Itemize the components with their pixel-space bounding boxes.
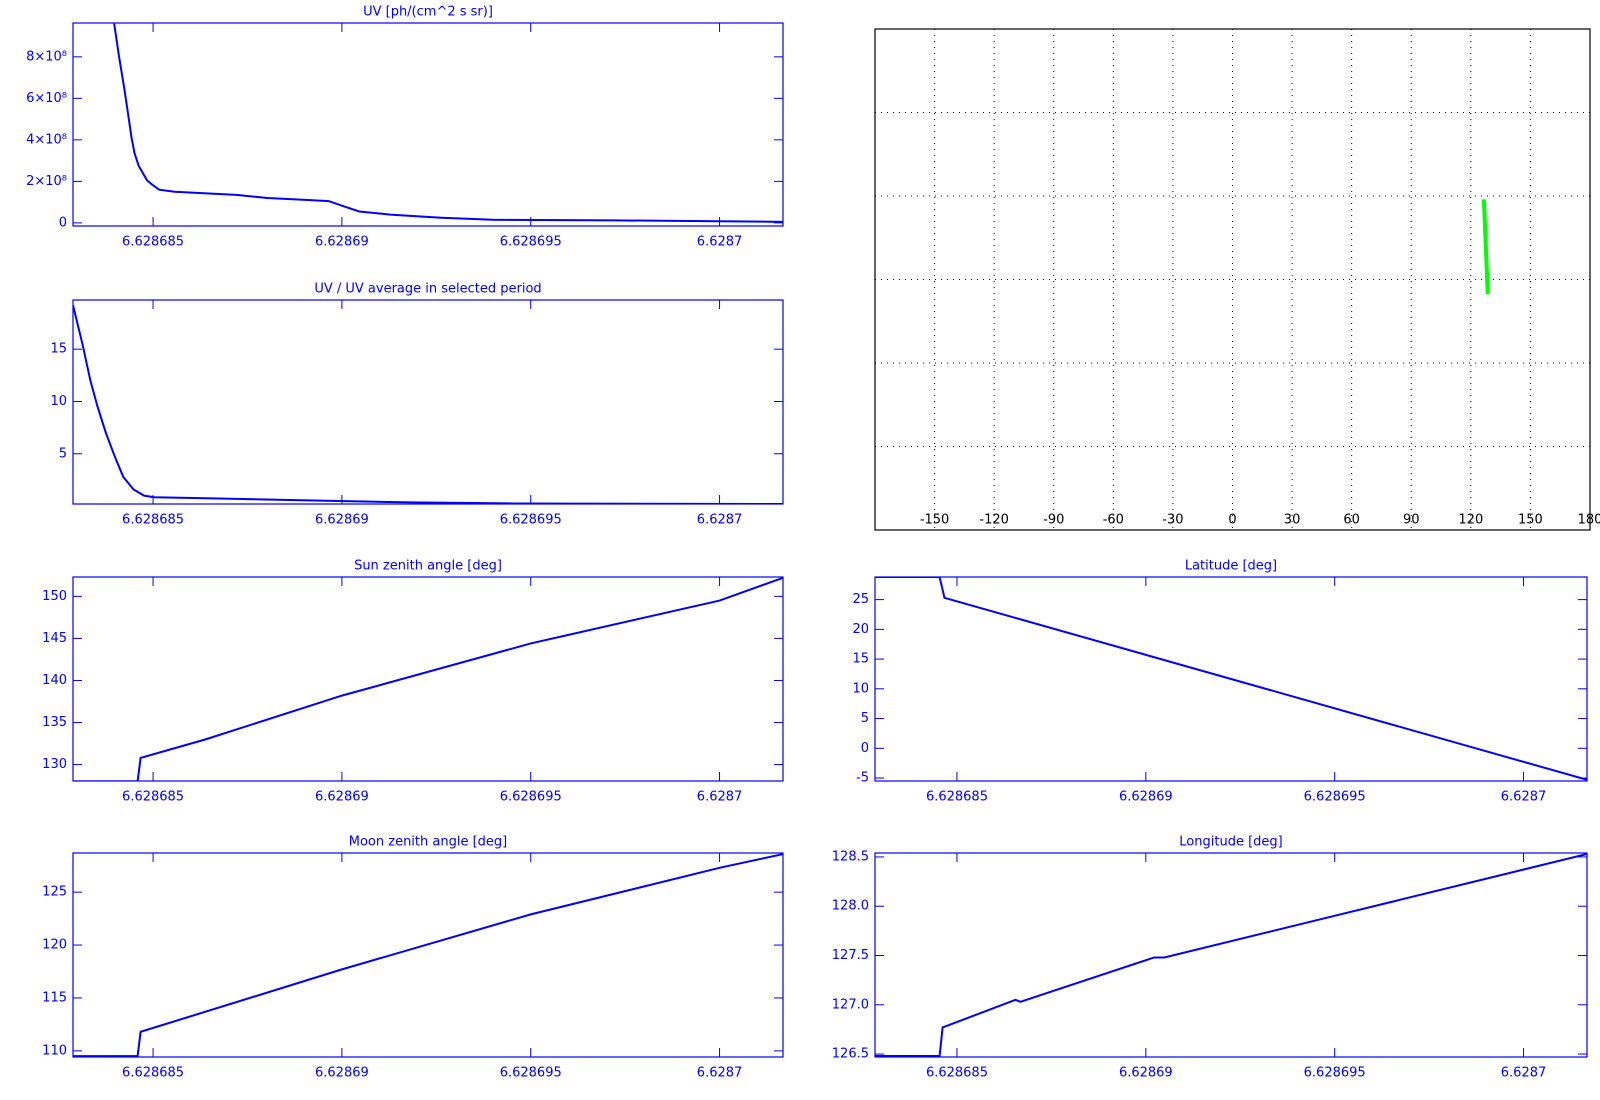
plot-frame: [72, 852, 784, 1058]
x-tick-label: 6.628685: [122, 1066, 184, 1081]
x-tick-label: 6.6287: [697, 235, 743, 250]
x-tick-label: 6.628695: [500, 235, 562, 250]
coastline: [1072, 252, 1163, 433]
x-tick-label: 6.6287: [697, 790, 743, 805]
data-line: [73, 853, 783, 1057]
y-tick-label: 10: [852, 681, 869, 696]
coastline: [875, 455, 1590, 494]
y-tick-label: 128.0: [832, 899, 869, 914]
x-tick-label: 6.628695: [500, 790, 562, 805]
y-tick-label: 127.5: [832, 948, 869, 963]
x-tick-label: 6.62869: [1119, 790, 1173, 805]
y-tick-label: 8×10⁸: [26, 49, 67, 64]
y-tick-label: 125: [42, 885, 67, 900]
y-tick-label: 10: [50, 394, 67, 409]
x-tick-label: 6.62869: [315, 790, 369, 805]
y-tick-label: 145: [42, 631, 67, 646]
x-tick-label: 6.628685: [122, 513, 184, 528]
chart-title: UV / UV average in selected period: [314, 282, 541, 297]
x-tick-label: 30: [1284, 513, 1301, 528]
coastline: [1421, 229, 1586, 407]
x-tick-label: 120: [1458, 513, 1483, 528]
y-tick-label: 0: [861, 741, 869, 756]
x-tick-label: 6.628685: [122, 235, 184, 250]
coastline: [1199, 177, 1336, 377]
y-tick-label: 130: [42, 757, 67, 772]
data-line: [113, 23, 783, 223]
y-tick-label: 25: [852, 592, 869, 607]
x-tick-label: 6.62869: [315, 513, 369, 528]
x-tick-label: 6.6287: [1501, 790, 1547, 805]
x-tick-label: 150: [1518, 513, 1543, 528]
x-tick-label: 6.628685: [926, 1066, 988, 1081]
x-tick-label: 6.628695: [1304, 1066, 1366, 1081]
y-tick-label: 5: [59, 446, 67, 461]
data-line: [73, 577, 783, 781]
x-tick-label: -60: [1103, 513, 1124, 528]
x-tick-label: 6.62869: [1119, 1066, 1173, 1081]
x-tick-label: 60: [1343, 513, 1360, 528]
x-tick-label: 6.628695: [500, 513, 562, 528]
x-tick-label: -30: [1162, 513, 1183, 528]
x-tick-label: 6.6287: [1501, 1066, 1547, 1081]
coastline: [1221, 118, 1235, 140]
coastlines: [875, 48, 1590, 493]
y-tick-label: 4×10⁸: [26, 132, 67, 147]
data-line: [73, 304, 783, 504]
y-tick-label: 110: [42, 1043, 67, 1058]
y-tick-label: 127.0: [832, 997, 869, 1012]
x-tick-label: 6.62869: [315, 1066, 369, 1081]
x-tick-label: 6.628685: [926, 790, 988, 805]
x-tick-label: 6.628695: [500, 1066, 562, 1081]
x-tick-label: -150: [920, 513, 950, 528]
y-tick-label: 15: [50, 342, 67, 357]
y-tick-label: 140: [42, 673, 67, 688]
y-tick-label: 115: [42, 990, 67, 1005]
chart-title: UV [ph/(cm^2 s sr)]: [363, 5, 493, 20]
plot-frame: [874, 576, 1588, 782]
x-tick-label: -90: [1043, 513, 1064, 528]
x-tick-label: 90: [1403, 513, 1420, 528]
plot-frame: [72, 299, 784, 505]
y-tick-label: 128.5: [832, 849, 869, 864]
coastline: [1213, 65, 1590, 277]
plot-frame: [874, 852, 1588, 1058]
x-tick-label: 6.628685: [122, 790, 184, 805]
y-tick-label: 20: [852, 622, 869, 637]
x-tick-label: 6.6287: [697, 513, 743, 528]
x-tick-label: -120: [979, 513, 1009, 528]
plot-frame: [72, 576, 784, 782]
x-tick-label: 6.6287: [697, 1066, 743, 1081]
x-tick-label: 6.628695: [1304, 790, 1366, 805]
y-tick-label: 120: [42, 938, 67, 953]
y-tick-label: -5: [856, 771, 869, 786]
plot-frame: [874, 28, 1591, 531]
chart-title: Latitude [deg]: [1185, 559, 1277, 574]
coastline: [1491, 157, 1521, 193]
data-line: [875, 853, 1587, 1057]
chart-title: Sun zenith angle [deg]: [354, 559, 502, 574]
track: [1481, 199, 1490, 295]
y-tick-label: 126.5: [832, 1047, 869, 1062]
y-tick-label: 150: [42, 589, 67, 604]
plot-frame: [72, 22, 784, 227]
data-line: [875, 577, 1587, 781]
x-tick-label: 0: [1228, 513, 1236, 528]
x-tick-label: 180: [1578, 513, 1600, 528]
y-tick-label: 6×10⁸: [26, 91, 67, 106]
chart-title: Longitude [deg]: [1179, 835, 1282, 850]
y-tick-label: 15: [852, 652, 869, 667]
y-tick-label: 5: [861, 711, 869, 726]
chart-title: Moon zenith angle [deg]: [349, 835, 507, 850]
coastline: [1093, 48, 1192, 112]
y-tick-label: 135: [42, 715, 67, 730]
x-tick-label: 6.62869: [315, 235, 369, 250]
y-tick-label: 0: [59, 215, 67, 230]
y-tick-label: 2×10⁸: [26, 174, 67, 189]
coastline: [905, 79, 1123, 257]
